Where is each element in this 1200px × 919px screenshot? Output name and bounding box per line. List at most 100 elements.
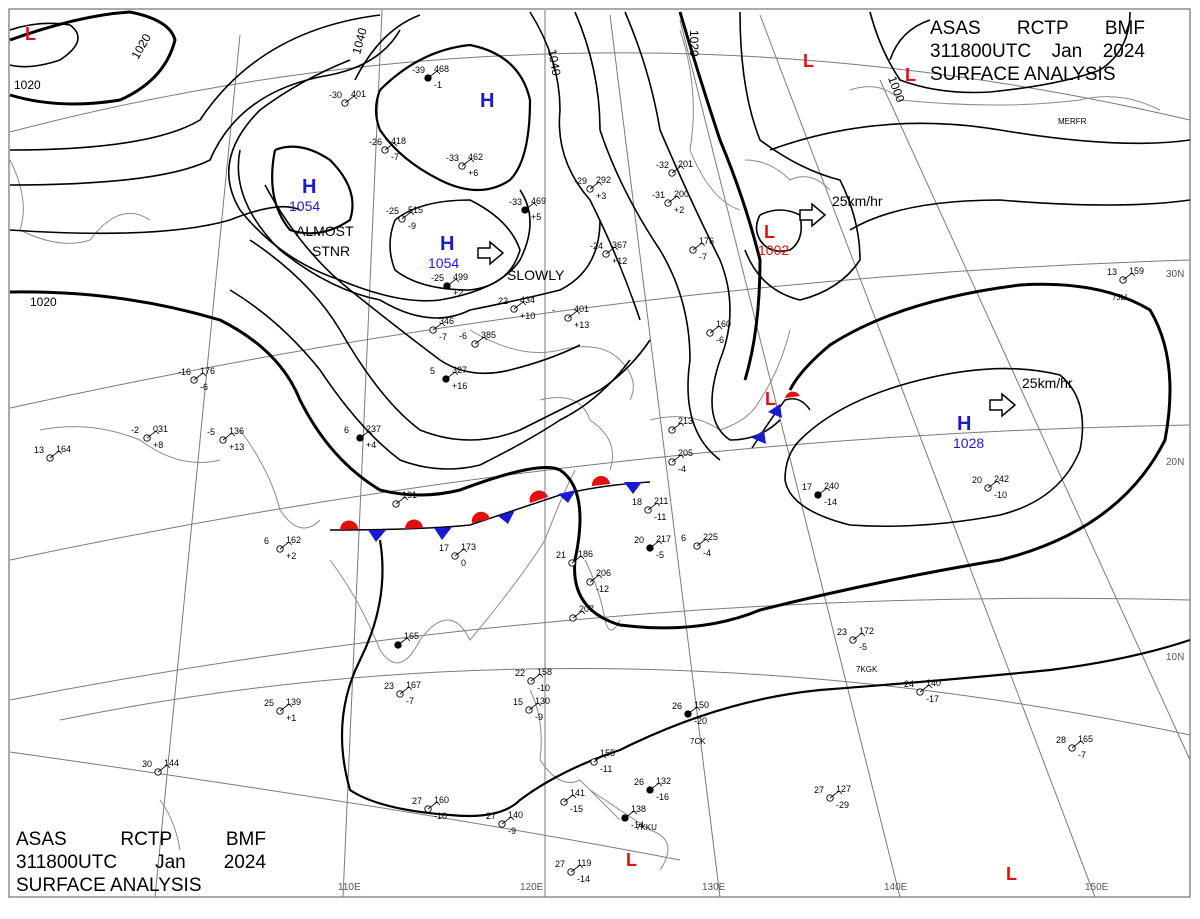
header-token: RCTP bbox=[1016, 18, 1069, 39]
station-temperature: -26 bbox=[369, 137, 382, 147]
low-center-marker: L bbox=[803, 51, 814, 71]
isobar-line bbox=[389, 199, 521, 291]
wind-barb bbox=[572, 610, 586, 619]
isobar-line bbox=[9, 29, 401, 186]
graticule-labels: 110E 120E 130E 140E 150E 30N 20N 10N bbox=[338, 269, 1184, 893]
station-temperature: - bbox=[552, 305, 555, 315]
station-plot: 17 173 0 bbox=[439, 542, 476, 568]
station-tendency: +16 bbox=[452, 381, 467, 391]
station-plot: -39 468 -1 bbox=[412, 64, 449, 90]
station-pressure: 367 bbox=[612, 240, 627, 250]
isobar-line bbox=[249, 239, 651, 441]
station-pressure: 144 bbox=[164, 758, 179, 768]
station-tendency: -14 bbox=[824, 497, 837, 507]
longitude-label: 150E bbox=[1085, 882, 1109, 893]
station-pressure: 167 bbox=[406, 680, 421, 690]
latitude-label: 30N bbox=[1166, 269, 1184, 280]
station-plot: 24 140 -17 bbox=[904, 678, 941, 704]
station-temperature: 13 bbox=[1107, 267, 1117, 277]
station-pressure: 237 bbox=[366, 424, 381, 434]
station-temperature: 23 bbox=[837, 627, 847, 637]
station-pressure: 515 bbox=[408, 205, 423, 215]
station-tendency: -16 bbox=[656, 792, 669, 802]
station-pressure: 225 bbox=[703, 532, 718, 542]
wind-barb bbox=[157, 764, 171, 773]
station-temperature: -16 bbox=[178, 367, 191, 377]
high-center-value: 1028 bbox=[953, 435, 984, 451]
wind-barb bbox=[222, 432, 236, 441]
station-plot: 18 211 -11 bbox=[632, 496, 668, 522]
station-pressure: 207 bbox=[579, 604, 594, 614]
station-plot: 22 434 +10 bbox=[498, 295, 535, 321]
coastlines bbox=[9, 29, 1161, 871]
station-plot: 191 bbox=[392, 490, 417, 508]
station-plot: 20 242 -10 bbox=[972, 474, 1009, 500]
motion-arrows bbox=[477, 202, 1017, 418]
header-token: BMF bbox=[225, 829, 266, 850]
station-pressure: 176 bbox=[699, 236, 714, 246]
header-token: ASAS bbox=[16, 829, 67, 850]
high-center-marker: H bbox=[302, 176, 316, 198]
longitude-line bbox=[609, 14, 721, 898]
station-plot: 21 186 bbox=[556, 549, 593, 567]
station-tendency: -11 bbox=[654, 512, 666, 522]
low-center-marker: L bbox=[905, 65, 916, 85]
station-tendency: -9 bbox=[408, 221, 416, 231]
pressure-centers: H 1054 H 1054 H H 1028 L 1002 L L L L L … bbox=[25, 24, 1017, 884]
wind-barb bbox=[692, 242, 706, 251]
station-plot: -33 469 +5 bbox=[509, 196, 546, 222]
motion-note: STNR bbox=[312, 243, 350, 259]
station-temperature: 27 bbox=[555, 859, 565, 869]
latitude-line bbox=[9, 751, 681, 861]
wind-barb bbox=[501, 816, 515, 825]
latitude-line bbox=[59, 668, 1191, 736]
warm-front-bump bbox=[471, 511, 490, 523]
wind-barb bbox=[671, 165, 685, 174]
station-tendency: 0 bbox=[461, 558, 466, 568]
isobar-line bbox=[271, 145, 354, 235]
station-plot: 6 162 +2 bbox=[264, 535, 301, 561]
wind-barb bbox=[852, 632, 866, 641]
isobar-line bbox=[264, 184, 581, 375]
chart-header-bottom: ASAS RCTP BMF 311800UTC Jan 2024 SURFACE… bbox=[16, 828, 266, 897]
station-temperature: 20 bbox=[634, 535, 644, 545]
wind-barb bbox=[432, 322, 446, 331]
isobar-line bbox=[869, 11, 1131, 94]
latitude-label: 20N bbox=[1166, 457, 1184, 468]
low-center-marker: L bbox=[626, 850, 637, 870]
station-plot: -32 201 bbox=[656, 159, 693, 177]
station-pressure: 201 bbox=[678, 159, 693, 169]
longitude-line bbox=[342, 9, 383, 898]
wind-barb bbox=[671, 454, 685, 463]
wind-barb bbox=[461, 158, 475, 167]
station-tendency: -7 bbox=[391, 152, 399, 162]
isobar-line bbox=[9, 22, 79, 68]
station-plot: -24 367 +12 bbox=[590, 240, 627, 266]
motion-note: ALMOST bbox=[296, 223, 354, 239]
wind-barb bbox=[399, 686, 413, 695]
longitude-label: 140E bbox=[884, 882, 908, 893]
wind-barb bbox=[696, 538, 710, 547]
station-pressure: 499 bbox=[453, 272, 468, 282]
station-plot: 141 -15 bbox=[560, 788, 585, 814]
wind-barb bbox=[397, 637, 411, 646]
latitude-line bbox=[9, 259, 1191, 409]
station-plot: 346 -7 bbox=[429, 316, 454, 342]
station-plot: 30 144 bbox=[142, 758, 179, 776]
movement-arrow bbox=[477, 240, 505, 266]
station-temperature: 17 bbox=[802, 482, 812, 492]
station-tendency: +3 bbox=[596, 191, 606, 201]
station-temperature: -39 bbox=[412, 65, 425, 75]
header-token: 311800UTC bbox=[16, 852, 118, 873]
longitude-line bbox=[154, 34, 241, 898]
wind-barb bbox=[687, 706, 701, 715]
isobar-line bbox=[739, 11, 861, 301]
station-tendency: -7 bbox=[1078, 750, 1086, 760]
station-plot: 160 -6 bbox=[706, 319, 731, 345]
wind-barb bbox=[1071, 740, 1085, 749]
wind-barb bbox=[571, 555, 585, 564]
station-pressure: 205 bbox=[678, 448, 693, 458]
wind-barb bbox=[401, 211, 415, 220]
station-tendency: -5 bbox=[859, 642, 867, 652]
wind-barb bbox=[395, 496, 409, 505]
